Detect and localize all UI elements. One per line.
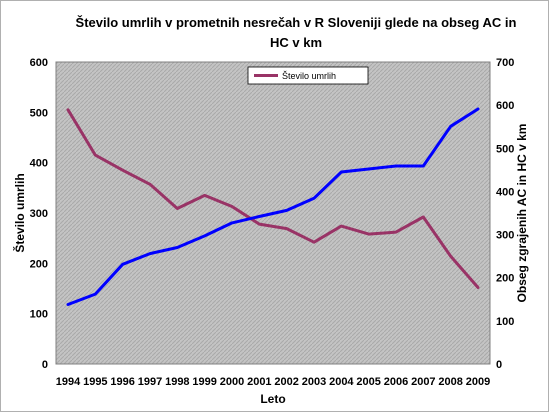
x-axis-title: Leto: [260, 392, 285, 406]
x-tick-label: 1994: [56, 376, 81, 388]
y-axis-left-title: Število umrlih: [12, 173, 27, 252]
y-left-tick-label: 500: [30, 107, 48, 119]
y-axis-right-title: Obseg zgrajenih AC in HC v km: [515, 124, 529, 303]
x-axis-ticks: 1994 1995 1996 1997 1998 1999 2000 2001 2002 2003…: [56, 376, 490, 388]
x-tick-label: 2000: [220, 376, 244, 388]
x-tick-label: 2009: [466, 376, 490, 388]
x-tick-label: 2005: [356, 376, 380, 388]
x-tick-label: 2003: [302, 376, 326, 388]
left-axis-ticks: 0 100 200 300 400 500 600: [30, 57, 48, 371]
series-line-obseg-ac-hc: [66, 107, 480, 306]
x-tick-label: 1998: [165, 376, 189, 388]
series-line-stevilo-umrlih: [66, 108, 480, 289]
y-left-tick-label: 200: [30, 258, 48, 270]
y-left-tick-label: 0: [42, 359, 48, 371]
y-right-tick-label: 700: [496, 57, 514, 69]
chart-title-line-2: HC v km: [270, 35, 322, 50]
y-left-tick-label: 400: [30, 158, 48, 170]
y-right-tick-label: 600: [496, 100, 514, 112]
x-tick-label: 2008: [438, 376, 462, 388]
right-axis-ticks: 0 100 200 300 400 500 600 700: [496, 57, 514, 371]
x-tick-label: 1999: [192, 376, 216, 388]
y-right-tick-label: 0: [496, 359, 502, 371]
y-right-tick-label: 500: [496, 143, 514, 155]
x-tick-label: 1996: [110, 376, 134, 388]
y-right-tick-label: 300: [496, 230, 514, 242]
x-tick-label: 2002: [274, 376, 298, 388]
legend-label-stevilo-umrlih: Število umrlih: [282, 71, 336, 81]
y-left-tick-label: 100: [30, 309, 48, 321]
x-tick-label: 2007: [411, 376, 435, 388]
y-right-tick-label: 200: [496, 273, 514, 285]
legend-box: [247, 66, 369, 85]
x-tick-label: 2006: [384, 376, 408, 388]
legend: Število umrlih: [247, 66, 369, 85]
series-layer: [66, 107, 480, 306]
y-left-tick-label: 300: [30, 208, 48, 220]
chart-title-line-1: Število umrlih v prometnih nesrečah v R …: [76, 15, 517, 30]
y-left-tick-label: 600: [30, 57, 48, 69]
x-tick-label: 2004: [329, 376, 354, 388]
y-right-tick-label: 100: [496, 316, 514, 328]
x-tick-label: 1995: [83, 376, 107, 388]
x-tick-label: 1997: [138, 376, 162, 388]
x-tick-label: 2001: [247, 376, 271, 388]
y-right-tick-label: 400: [496, 186, 514, 198]
